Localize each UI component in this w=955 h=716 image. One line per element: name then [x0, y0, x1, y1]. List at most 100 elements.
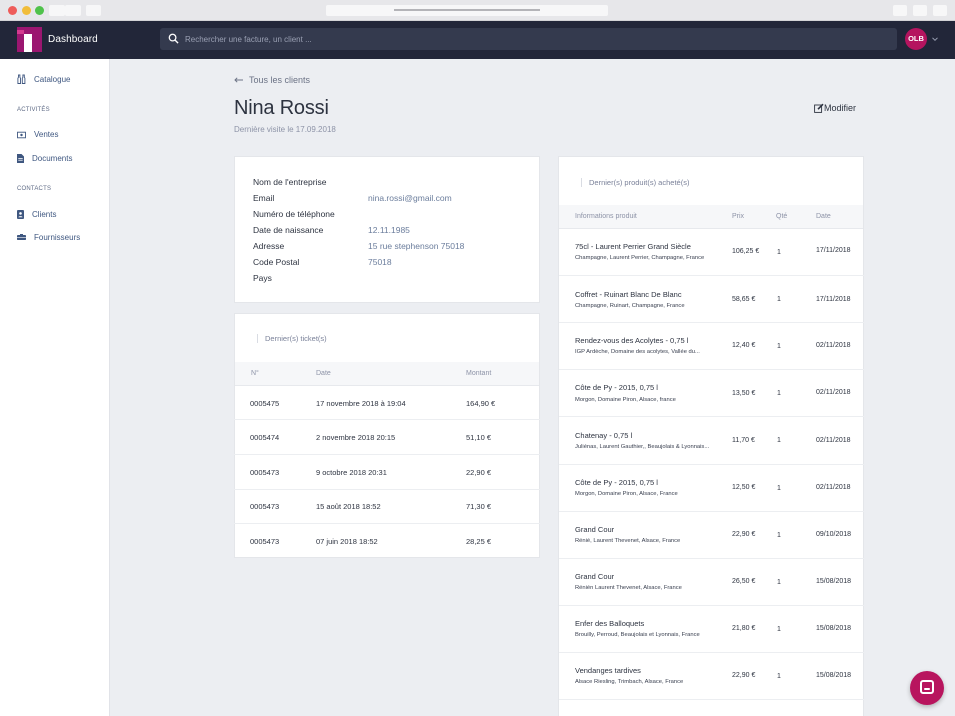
- table-row[interactable]: 0005475 17 novembre 2018 à 19:04 164,90 …: [234, 386, 540, 420]
- product-details: Morgon, Domaine Piron, Alsace, france: [575, 397, 676, 403]
- product-details: Juliénas, Laurent Gauthier,, Beaujolais …: [575, 444, 710, 450]
- product-price: 22,90 €: [732, 672, 756, 679]
- product-date: 02/11/2018: [816, 389, 851, 396]
- chat-launcher-button[interactable]: [910, 671, 944, 705]
- product-price: 11,70 €: [732, 437, 755, 444]
- search-bar[interactable]: [160, 28, 897, 50]
- product-qty: 1: [777, 296, 781, 303]
- ticket-amount: 51,10 €: [466, 433, 492, 442]
- product-name: Rendez-vous des Acolytes - 0,75 l: [575, 336, 689, 345]
- table-row[interactable]: Côte de Py - 2015, 0,75 l Morgon, Domain…: [559, 370, 864, 417]
- column-header-amount: Montant: [466, 370, 492, 377]
- sidebar-item-catalogue[interactable]: Catalogue: [17, 74, 70, 84]
- brand-title[interactable]: Dashboard: [48, 34, 98, 45]
- column-header-price: Prix: [732, 213, 745, 220]
- product-qty: 1: [777, 343, 781, 350]
- document-icon: [17, 154, 24, 163]
- truck-icon: [17, 233, 26, 240]
- product-name: Côte de Py - 2015, 0,75 l: [575, 478, 658, 487]
- table-row[interactable]: Grand Cour Rénié, Laurent Thevenet, Alsa…: [559, 512, 864, 559]
- table-row[interactable]: Chatenay - 0,75 l Juliénas, Laurent Gaut…: [559, 417, 864, 465]
- tickets-card: [234, 313, 540, 558]
- edit-icon: [814, 103, 824, 113]
- table-row[interactable]: 0005473 15 août 2018 18:52 71,30 €: [234, 490, 540, 524]
- table-row[interactable]: Grand Cour Rénién Laurent Thevenet, Alsa…: [559, 559, 864, 606]
- table-row[interactable]: Côte de Py - 2015, 0,75 l Morgon, Domain…: [559, 465, 864, 512]
- browser-back-button[interactable]: [49, 5, 65, 16]
- sidebar-item-label: Fournisseurs: [34, 233, 81, 242]
- table-row[interactable]: Coffret - Ruinart Blanc De Blanc Champag…: [559, 276, 864, 323]
- product-qty: 1: [777, 437, 781, 444]
- sidebar-item-label: Documents: [32, 154, 73, 163]
- product-date: 15/08/2018: [816, 672, 852, 679]
- address-bar[interactable]: [326, 5, 608, 16]
- chat-icon: [920, 680, 934, 694]
- product-name: Enfer des Balloquets: [575, 619, 645, 628]
- product-qty: 1: [777, 673, 781, 680]
- back-to-clients-link[interactable]: Tous les clients: [234, 75, 310, 85]
- product-qty: 1: [777, 485, 781, 492]
- table-row[interactable]: 0005474 2 novembre 2018 20:15 51,10 €: [234, 420, 540, 455]
- ticket-number: 0005474: [250, 433, 280, 442]
- browser-sidebar-button[interactable]: [86, 5, 101, 16]
- arrow-left-icon: [234, 77, 243, 83]
- ticket-date: 07 juin 2018 18:52: [316, 537, 378, 546]
- products-title: Dernier(s) produit(s) acheté(s): [581, 178, 689, 187]
- modify-button[interactable]: Modifier: [814, 103, 856, 113]
- modify-label: Modifier: [824, 103, 857, 113]
- browser-forward-button[interactable]: [65, 5, 81, 16]
- user-avatar[interactable]: OLB: [905, 28, 927, 50]
- close-window-button[interactable]: [8, 6, 17, 15]
- product-date: 17/11/2018: [816, 247, 851, 254]
- browser-tabs-button[interactable]: [913, 5, 927, 16]
- product-date: 02/11/2018: [816, 437, 851, 444]
- product-details: Rénié, Laurent Thevenet, Alsace, France: [575, 538, 681, 544]
- product-price: 58,65 €: [732, 296, 756, 303]
- product-price: 22,90 €: [732, 531, 756, 538]
- browser-share-button[interactable]: [893, 5, 907, 16]
- product-price: 12,50 €: [732, 484, 756, 491]
- table-row[interactable]: 0005473 9 octobre 2018 20:31 22,90 €: [234, 455, 540, 490]
- ticket-date: 17 novembre 2018 à 19:04: [316, 399, 406, 408]
- sidebar-section-activities: ACTIVITÉS: [17, 107, 50, 113]
- product-date: 15/08/2018: [816, 578, 852, 585]
- info-label-postal-code: Code Postal: [253, 257, 300, 267]
- info-label-address: Adresse: [253, 241, 285, 251]
- product-details: Brouilly, Perroud, Beaujolais et Lyonnai…: [575, 632, 700, 638]
- ticket-amount: 22,90 €: [466, 468, 492, 477]
- product-details: Alsace Riesling, Trimbach, Alsace, Franc…: [575, 679, 684, 685]
- sidebar-item-documents[interactable]: Documents: [17, 154, 72, 163]
- table-row[interactable]: Vendanges tardives Alsace Riesling, Trim…: [559, 653, 864, 700]
- sidebar-item-label: Catalogue: [34, 74, 71, 84]
- products-card: [558, 156, 864, 716]
- product-details: Champagne, Ruinart, Champagne, France: [575, 303, 685, 309]
- browser-chrome: [0, 0, 955, 21]
- info-value-email[interactable]: nina.rossi@gmail.com: [368, 193, 452, 203]
- sidebar-item-fournisseurs[interactable]: Fournisseurs: [17, 233, 80, 242]
- table-row[interactable]: 0005473 07 juin 2018 18:52 28,25 €: [234, 524, 540, 557]
- products-table-header: Informations produit Prix Qté Date: [559, 205, 863, 229]
- product-date: 15/08/2018: [816, 625, 852, 632]
- ticket-amount: 164,90 €: [466, 399, 496, 408]
- contact-card-icon: [17, 210, 24, 219]
- table-row[interactable]: Rendez-vous des Acolytes - 0,75 l IGP Ar…: [559, 323, 864, 370]
- search-input[interactable]: [185, 31, 785, 47]
- chevron-down-icon[interactable]: [932, 36, 938, 42]
- maximize-window-button[interactable]: [35, 6, 44, 15]
- cash-icon: [17, 131, 26, 138]
- minimize-window-button[interactable]: [22, 6, 31, 15]
- product-name: 75cl - Laurent Perrier Grand Siècle: [575, 242, 691, 251]
- column-header-qty: Qté: [776, 213, 788, 220]
- sidebar-item-clients[interactable]: Clients: [17, 210, 56, 219]
- product-date: 17/11/2018: [816, 296, 851, 303]
- app-logo[interactable]: [17, 27, 42, 52]
- ticket-date: 2 novembre 2018 20:15: [316, 433, 396, 442]
- table-row[interactable]: 75cl - Laurent Perrier Grand Siècle Cham…: [559, 229, 864, 276]
- ticket-date: 15 août 2018 18:52: [316, 502, 381, 511]
- product-qty: 1: [777, 532, 781, 539]
- browser-new-tab-button[interactable]: [933, 5, 947, 16]
- sidebar-item-ventes[interactable]: Ventes: [17, 130, 58, 139]
- info-label-company: Nom de l'entreprise: [253, 177, 327, 187]
- table-row[interactable]: Enfer des Balloquets Brouilly, Perroud, …: [559, 606, 864, 653]
- column-header-date: Date: [316, 370, 331, 377]
